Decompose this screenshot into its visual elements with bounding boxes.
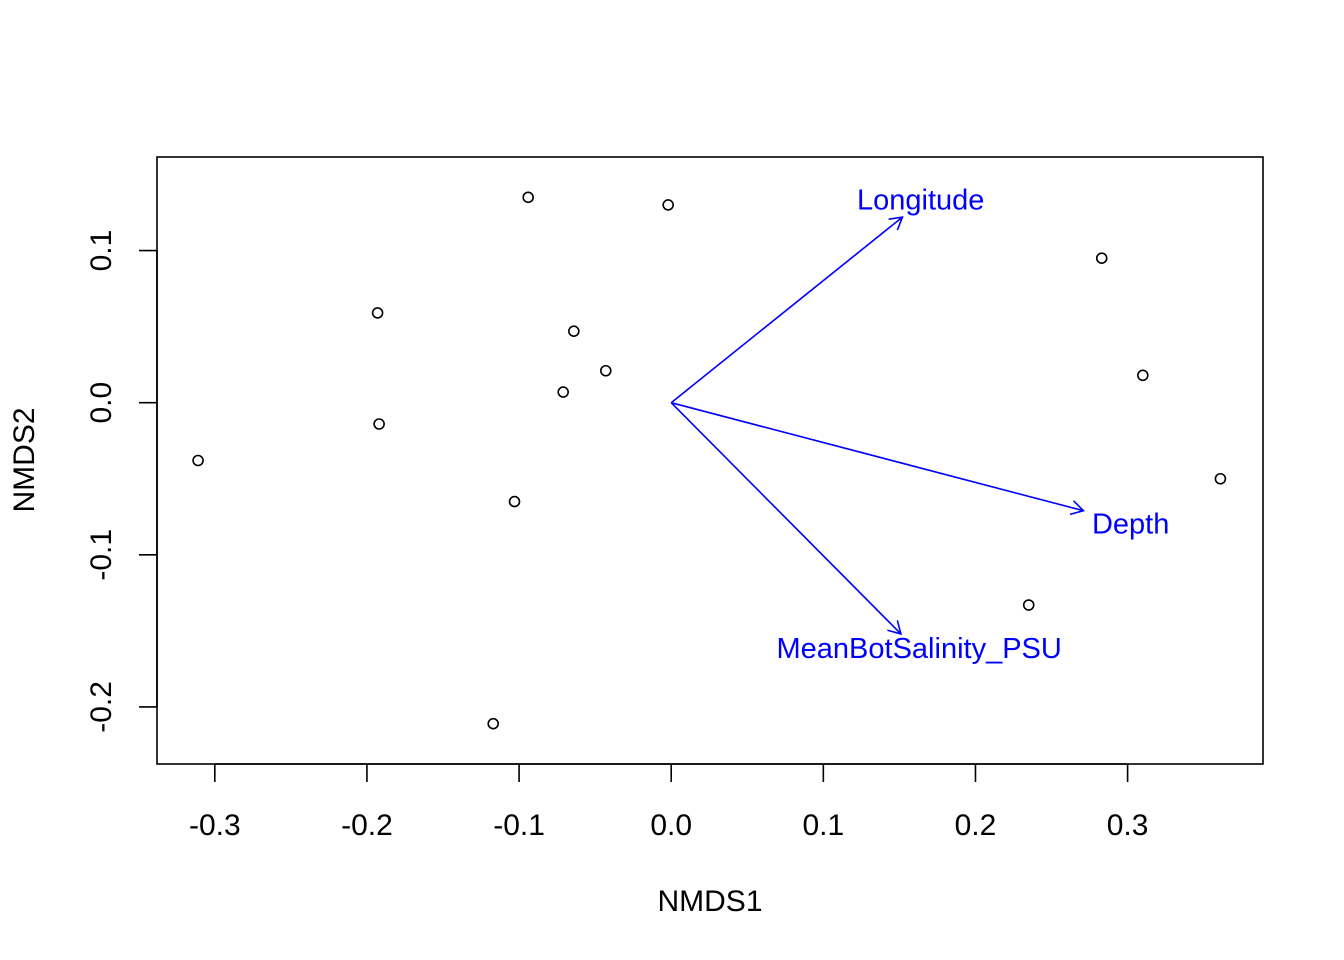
site-point [1095, 252, 1108, 264]
site-point [508, 495, 521, 508]
x-tick-label: -0.3 [189, 809, 241, 842]
site-point [371, 307, 384, 319]
site-points [192, 191, 1227, 730]
x-tick-label: 0.0 [650, 809, 692, 842]
y-axis: -0.2 -0.1 0.0 0.1 [85, 230, 158, 733]
site-point [192, 454, 204, 467]
site-point [568, 325, 580, 337]
x-tick-label: 0.1 [802, 809, 844, 842]
vector-arrowhead [888, 216, 904, 231]
site-point [1022, 599, 1035, 611]
vector-label: MeanBotSalinity_PSU [777, 633, 1062, 665]
vector-line [671, 401, 1084, 512]
site-point [373, 418, 385, 430]
site-point [557, 386, 569, 398]
x-tick-label: 0.3 [1107, 809, 1149, 842]
vector-arrowhead [887, 620, 903, 636]
vector-label: Longitude [857, 184, 984, 216]
site-point [662, 199, 674, 211]
site-point [1214, 472, 1227, 485]
y-tick-label: 0.1 [85, 230, 118, 272]
x-tick-label: 0.2 [955, 809, 997, 842]
vector-label: Depth [1092, 508, 1169, 540]
site-point [487, 717, 500, 730]
vector-line [670, 402, 902, 635]
plot-frame [156, 156, 1264, 765]
site-point [599, 364, 612, 377]
x-axis-title: NMDS1 [657, 885, 762, 918]
site-point [522, 191, 535, 204]
vector-line [670, 216, 903, 404]
site-point [1137, 369, 1149, 382]
y-axis-title: NMDS2 [8, 407, 41, 512]
x-axis: -0.3 -0.2 -0.1 0.0 0.1 0.2 0.3 [189, 763, 1149, 842]
y-tick-label: -0.1 [85, 529, 118, 581]
y-tick-label: 0.0 [85, 382, 118, 424]
x-tick-label: -0.2 [341, 809, 393, 842]
y-tick-label: -0.2 [85, 681, 118, 733]
env-vectors: Longitude Depth MeanBotSalinity_PSU [670, 184, 1169, 665]
x-tick-label: -0.1 [493, 809, 545, 842]
vector-arrowhead [1069, 500, 1086, 516]
